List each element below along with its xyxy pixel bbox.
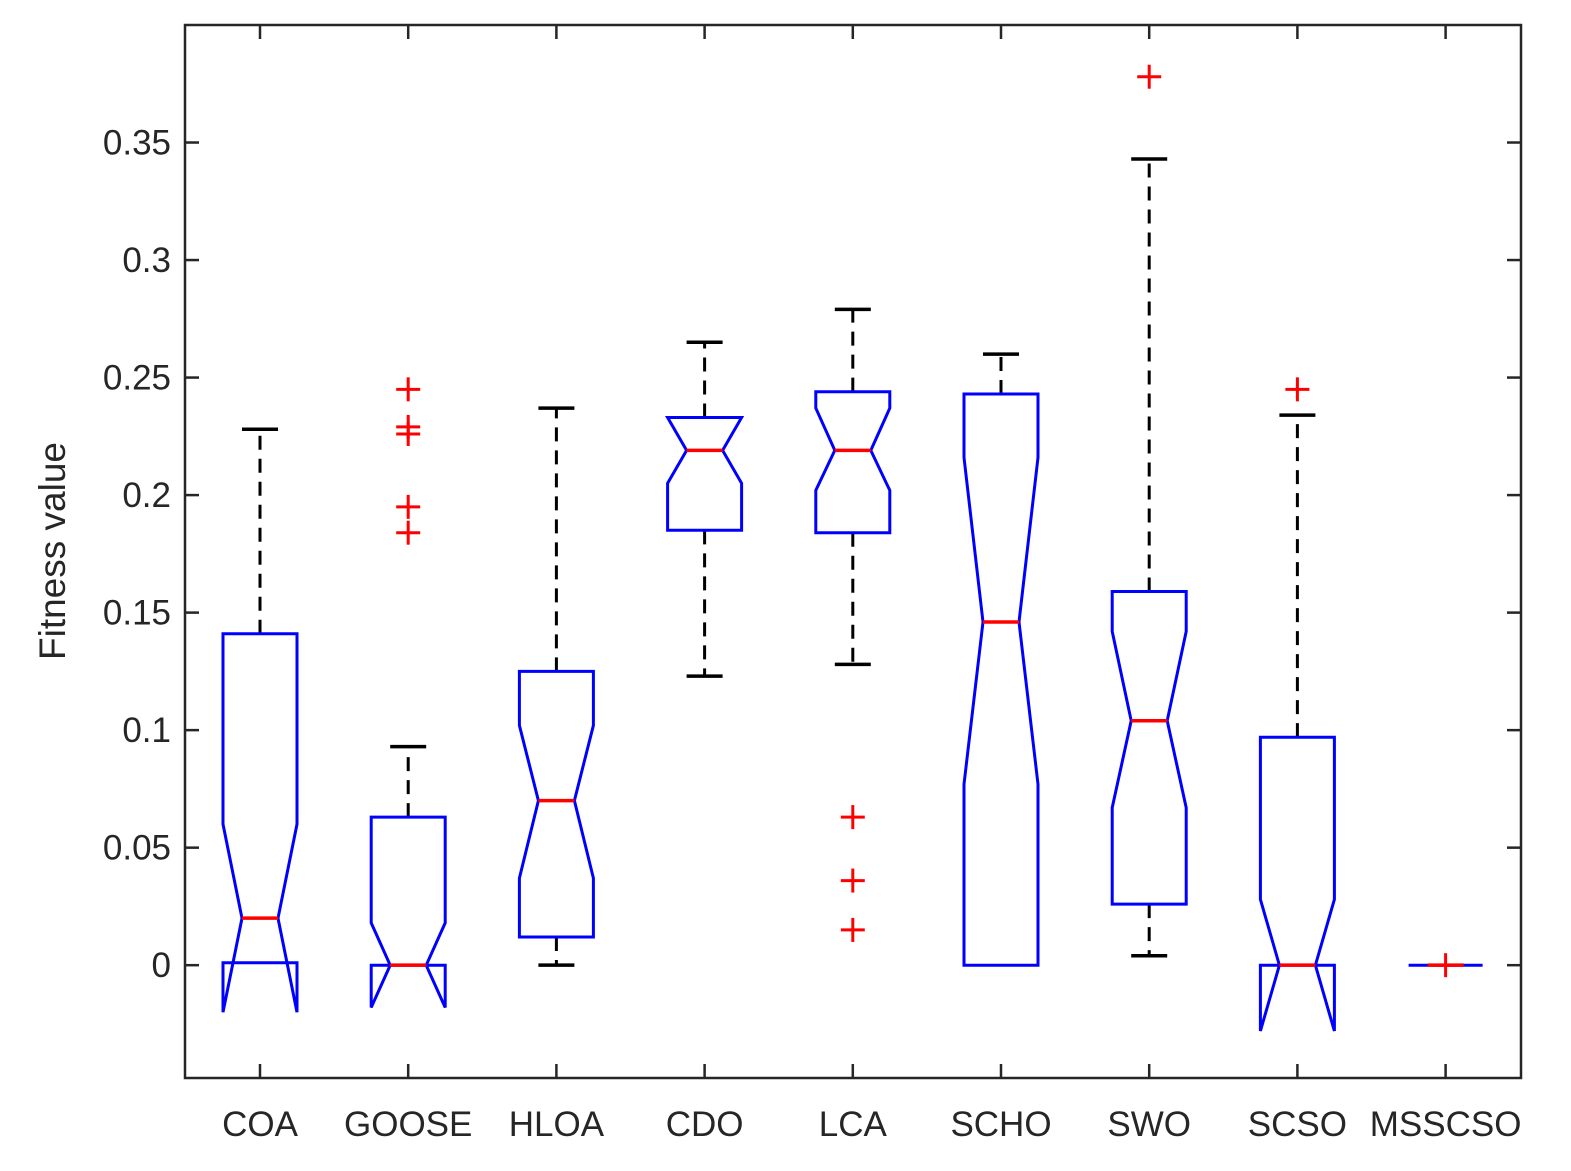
boxes-layer xyxy=(221,64,1483,1032)
box-scho xyxy=(962,392,1040,967)
outlier-goose-4 xyxy=(396,494,421,519)
x-tick-label-hloa: HLOA xyxy=(509,1105,605,1144)
x-tick-label-scso: SCSO xyxy=(1248,1105,1347,1144)
y-axis-label: Fitness value xyxy=(32,442,73,660)
box-group-scso xyxy=(1258,377,1336,1032)
outlier-msscso-1 xyxy=(1433,953,1458,978)
box-group-coa xyxy=(221,427,299,1013)
x-tick-label-lca: LCA xyxy=(819,1105,888,1144)
outlier-goose-3 xyxy=(396,421,421,446)
box-group-msscso xyxy=(1408,953,1483,978)
outlier-lca-3 xyxy=(840,917,865,942)
y-tick-label-5: 0.25 xyxy=(103,359,171,398)
x-tick-label-scho: SCHO xyxy=(950,1105,1051,1144)
axes-layer: 0 0.05 0.1 0.15 0.2 0.25 0.3 0.35 COA GOOSE HLOA CD… xyxy=(103,23,1523,1144)
y-tick-label-1: 0.05 xyxy=(103,829,171,868)
x-tick-label-msscso: MSSCSO xyxy=(1370,1105,1522,1144)
box-group-hloa xyxy=(517,406,595,967)
box-coa xyxy=(221,632,299,1013)
outlier-swo-1 xyxy=(1137,64,1162,89)
y-tick-label-0: 0 xyxy=(152,946,171,985)
outlier-scso-1 xyxy=(1285,377,1310,402)
x-tick-label-cdo: CDO xyxy=(666,1105,744,1144)
x-tick-label-coa: COA xyxy=(222,1105,299,1144)
box-lca xyxy=(814,390,892,535)
outlier-lca-1 xyxy=(840,805,865,830)
box-hloa xyxy=(517,669,595,939)
outlier-goose-1 xyxy=(396,377,421,402)
box-goose xyxy=(369,815,447,1009)
y-tick-label-3: 0.15 xyxy=(103,594,171,633)
box-group-swo xyxy=(1110,64,1188,958)
y-tick-label-7: 0.35 xyxy=(103,124,171,163)
box-cdo xyxy=(665,416,745,532)
outlier-lca-2 xyxy=(840,868,865,893)
box-group-goose xyxy=(369,377,447,1009)
y-tick-label-6: 0.3 xyxy=(122,241,171,280)
x-tick-label-swo: SWO xyxy=(1107,1105,1191,1144)
box-swo xyxy=(1110,590,1188,906)
x-tick-label-goose: GOOSE xyxy=(344,1105,472,1144)
outlier-goose-5 xyxy=(396,520,421,545)
box-group-scho xyxy=(962,352,1040,967)
y-tick-label-4: 0.2 xyxy=(122,476,171,515)
y-tick-label-2: 0.1 xyxy=(122,711,171,750)
box-group-cdo xyxy=(665,340,745,678)
box-group-lca xyxy=(814,307,892,942)
box-scso xyxy=(1258,735,1336,1032)
